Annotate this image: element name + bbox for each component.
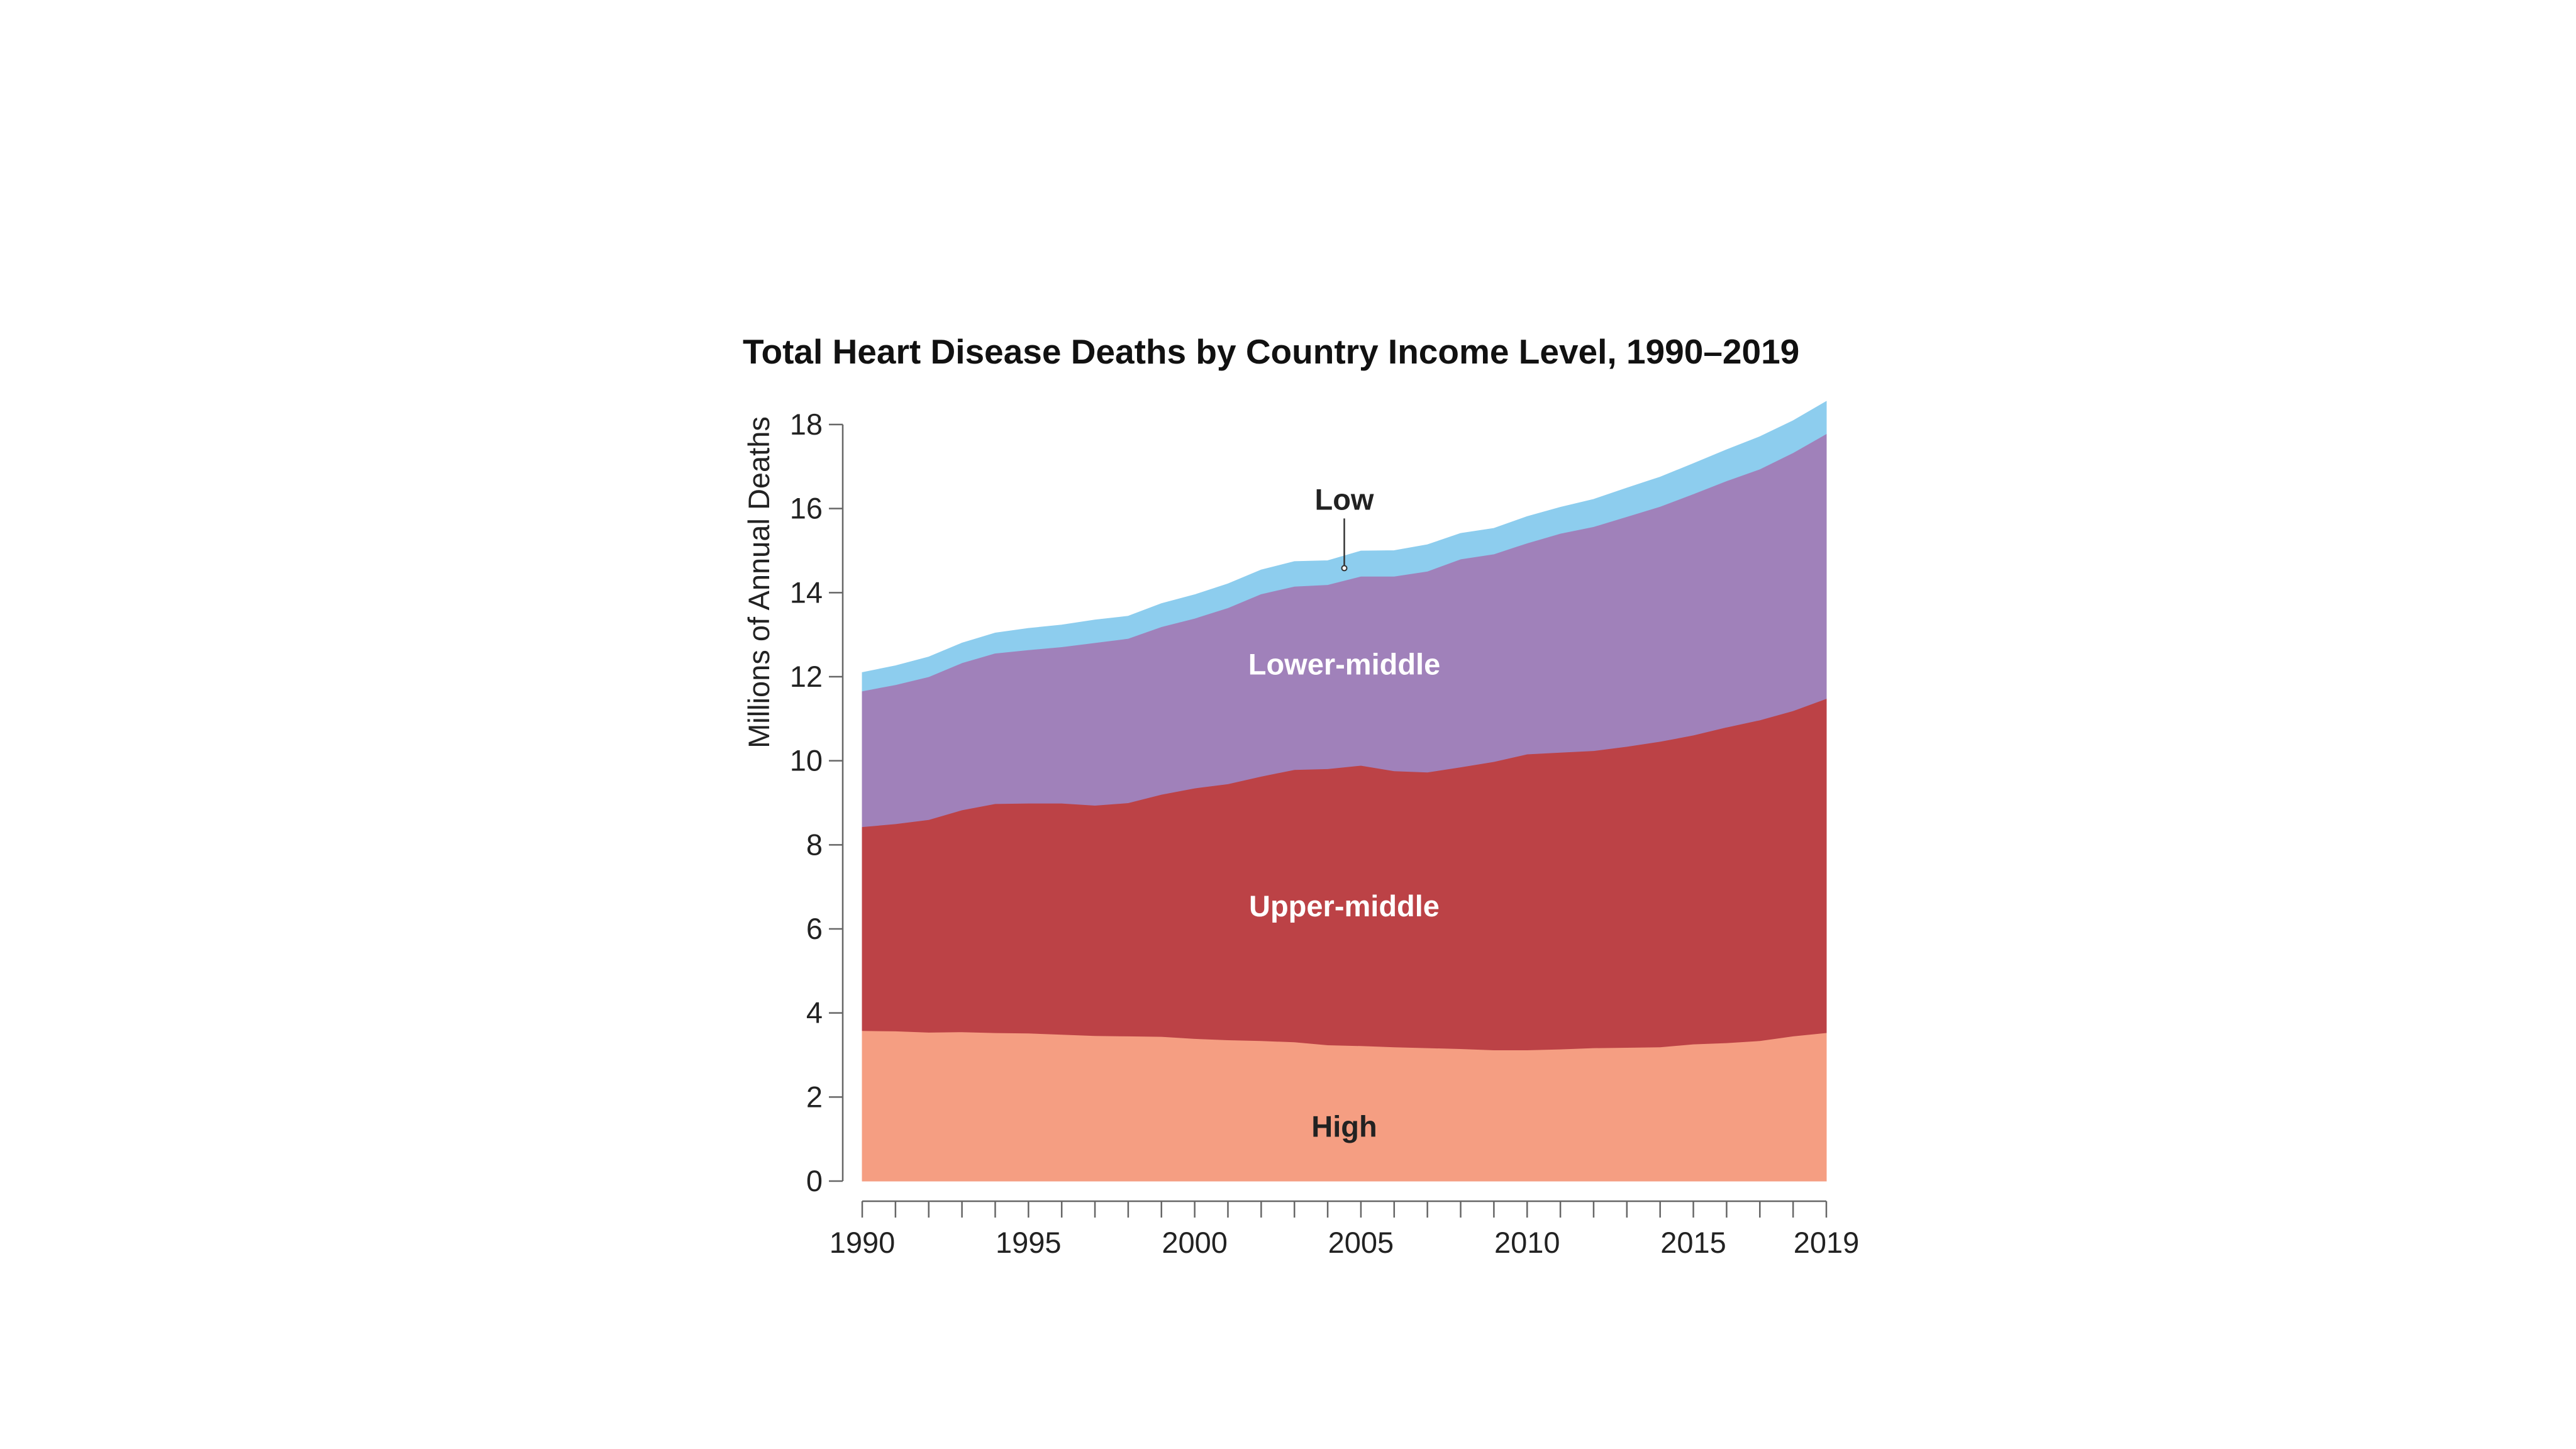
y-tick-label: 8 (806, 828, 823, 861)
y-tick-label: 16 (790, 492, 823, 525)
stacked-areas (862, 401, 1827, 1182)
area-label-high: High (1311, 1110, 1377, 1143)
x-tick-label: 2015 (1660, 1226, 1726, 1259)
axes: 0 2 4 6 8 10 12 14 16 18 1990 1995 2000 2005 2010 2015 2… (790, 408, 1860, 1259)
y-tick-label: 6 (806, 912, 823, 945)
y-tick-label: 0 (806, 1164, 823, 1197)
y-axis-label: Millions of Annual Deaths (742, 416, 775, 748)
area-high (862, 1030, 1827, 1182)
area-low (862, 401, 1827, 692)
y-tick-label: 14 (790, 575, 823, 609)
y-tick-label: 10 (790, 744, 823, 777)
area-label-upper-middle: Upper-middle (1249, 889, 1440, 923)
chart-title: Total Heart Disease Deaths by Country In… (743, 332, 1799, 371)
y-tick-label: 4 (806, 996, 823, 1030)
y-tick-label: 18 (790, 408, 823, 441)
series-labels: High Upper-middle Lower-middle Low (1248, 482, 1441, 1143)
area-label-low: Low (1315, 482, 1374, 516)
callout-dot-low (1341, 565, 1348, 572)
area-label-lower-middle: Lower-middle (1248, 647, 1441, 680)
x-tick-label: 1995 (996, 1226, 1062, 1259)
y-tick-label: 2 (806, 1080, 823, 1113)
x-tick-label: 2019 (1794, 1226, 1860, 1259)
y-tick-label: 12 (790, 660, 823, 693)
x-tick-label: 2010 (1494, 1226, 1560, 1259)
x-tick-label: 2005 (1328, 1226, 1394, 1259)
x-tick-label: 2000 (1162, 1226, 1228, 1259)
x-tick-label: 1990 (830, 1226, 896, 1259)
